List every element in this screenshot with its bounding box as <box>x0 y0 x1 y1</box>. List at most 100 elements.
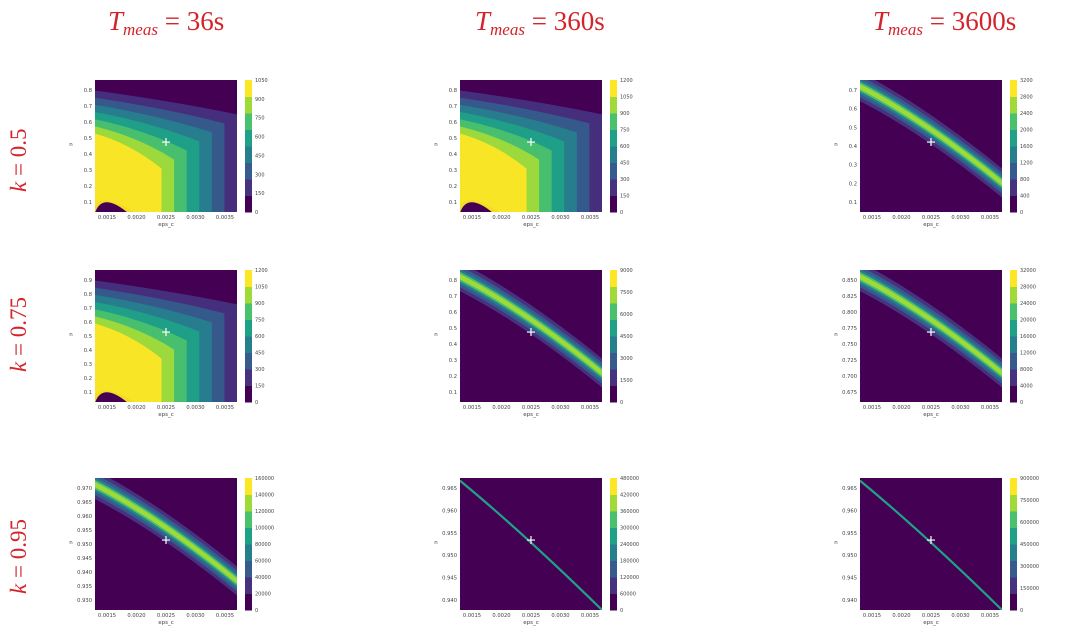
colorbar-tick-label: 800 <box>1020 177 1030 183</box>
x-tick-label: 0.0035 <box>981 215 999 221</box>
y-tick-label: 0.1 <box>84 390 92 396</box>
colorbar-segment <box>610 162 617 180</box>
x-tick-label: 0.0025 <box>522 405 540 411</box>
x-tick-label: 0.0020 <box>492 405 510 411</box>
colorbar-segment <box>245 319 252 337</box>
x-tick-label: 0.0025 <box>922 215 940 221</box>
colorbar-segment <box>245 352 252 370</box>
x-axis-label: eps_c <box>923 412 939 418</box>
y-tick-label: 0.5 <box>849 125 857 131</box>
colorbar-tick-label: 600 <box>255 334 265 340</box>
colorbar-segment <box>1010 577 1017 594</box>
x-tick-label: 0.0015 <box>98 613 116 619</box>
x-axis-label: eps_c <box>158 412 174 418</box>
y-tick-label: 0.6 <box>449 310 457 316</box>
heatmap-panel-r0c2: 0.1 0.2 0.3 0.4 0.5 0.6 0.7 0.0015 0.0020 0.0025 0… <box>834 78 1033 228</box>
colorbar-tick-label: 32000 <box>1020 268 1036 274</box>
y-tick-label: 0.2 <box>84 376 92 382</box>
x-tick-label: 0.0030 <box>186 613 204 619</box>
colorbar-tick-label: 480000 <box>620 476 639 482</box>
colorbar-tick-label: 12000 <box>1020 351 1036 357</box>
contour-level <box>460 133 527 212</box>
y-tick-label: 0.9 <box>84 278 92 284</box>
y-axis-label: n <box>834 142 838 148</box>
colorbar-segment <box>245 385 252 403</box>
colorbar-segment <box>1010 385 1017 403</box>
heatmap-panel-r1c2: 0.675 0.700 0.725 0.750 0.775 0.800 0.825 0.850… <box>834 268 1036 418</box>
colorbar-tick-label: 0 <box>255 400 258 406</box>
colorbar-tick-label: 2400 <box>1020 111 1033 117</box>
y-tick-label: 0.5 <box>449 326 457 332</box>
y-axis-label: n <box>434 540 438 546</box>
colorbar-tick-label: 2800 <box>1020 95 1033 101</box>
x-tick-label: 0.0015 <box>98 215 116 221</box>
y-tick-label: 0.950 <box>442 553 457 559</box>
x-tick-label: 0.0030 <box>186 405 204 411</box>
y-tick-label: 0.950 <box>77 542 92 548</box>
y-tick-label: 0.940 <box>77 570 92 576</box>
colorbar-segment <box>1010 593 1017 611</box>
x-tick-label: 0.0035 <box>581 613 599 619</box>
contour-band <box>860 83 1002 186</box>
true-parameter-marker <box>527 138 535 147</box>
column-title-360s: Tmeas = 360s <box>475 6 605 39</box>
true-parameter-marker <box>927 536 935 545</box>
colorbar-segment <box>610 560 617 578</box>
colorbar-tick-label: 24000 <box>1020 301 1036 307</box>
contour-band <box>460 273 602 376</box>
colorbar-tick-label: 900 <box>255 97 265 103</box>
colorbar-tick-label: 60000 <box>255 559 271 565</box>
colorbar-tick-label: 60000 <box>620 592 636 598</box>
colorbar-tick-label: 600 <box>620 144 630 150</box>
colorbar-tick-label: 7500 <box>620 290 633 296</box>
colorbar-tick-label: 300 <box>255 172 265 178</box>
true-parameter-marker <box>927 328 935 337</box>
y-tick-label: 0.4 <box>849 144 858 150</box>
y-tick-label: 0.8 <box>449 278 457 284</box>
true-parameter-marker <box>527 536 535 545</box>
colorbar-tick-label: 0 <box>255 210 258 216</box>
t-value: 36s <box>186 6 225 36</box>
y-tick-label: 0.3 <box>849 163 857 169</box>
y-tick-label: 0.960 <box>442 508 457 514</box>
contour-band <box>95 481 237 584</box>
y-tick-label: 0.955 <box>442 531 457 537</box>
y-tick-label: 0.700 <box>842 374 857 380</box>
colorbar-tick-label: 3000 <box>620 356 633 362</box>
x-tick-label: 0.0015 <box>98 405 116 411</box>
colorbar-tick-label: 16000 <box>1020 334 1036 340</box>
x-tick-label: 0.0020 <box>892 215 910 221</box>
true-parameter-marker <box>162 536 170 545</box>
colorbar-segment <box>245 577 252 594</box>
y-tick-label: 0.675 <box>842 390 857 396</box>
colorbar-segment <box>610 129 617 147</box>
y-tick-label: 0.5 <box>84 136 92 142</box>
x-tick-label: 0.0025 <box>157 215 175 221</box>
colorbar-tick-label: 180000 <box>620 559 639 565</box>
y-tick-label: 0.1 <box>449 200 457 206</box>
y-axis-label: n <box>69 142 73 148</box>
colorbar-tick-label: 750 <box>620 128 630 134</box>
colorbar-tick-label: 4500 <box>620 334 633 340</box>
colorbar-tick-label: 600000 <box>1020 520 1039 526</box>
colorbar-segment <box>610 179 617 196</box>
colorbar-tick-label: 2000 <box>1020 128 1033 134</box>
colorbar-tick-label: 20000 <box>255 592 271 598</box>
colorbar-segment <box>610 319 617 337</box>
colorbar-tick-label: 28000 <box>1020 285 1036 291</box>
y-tick-label: 0.6 <box>84 320 92 326</box>
colorbar-segment <box>610 593 617 611</box>
colorbar-tick-label: 150000 <box>1020 586 1039 592</box>
colorbar-tick-label: 900000 <box>1020 476 1039 482</box>
colorbar-tick-label: 450000 <box>1020 542 1039 548</box>
y-axis-label: n <box>834 332 838 338</box>
x-axis-label: eps_c <box>158 620 174 626</box>
colorbar-segment <box>610 303 617 320</box>
colorbar-tick-label: 8000 <box>1020 367 1033 373</box>
plot-area <box>95 270 237 402</box>
y-tick-label: 0.800 <box>842 310 857 316</box>
y-tick-label: 0.4 <box>84 152 93 158</box>
colorbar-segment <box>1010 179 1017 196</box>
colorbar-tick-label: 300000 <box>1020 564 1039 570</box>
true-parameter-marker <box>527 328 535 337</box>
